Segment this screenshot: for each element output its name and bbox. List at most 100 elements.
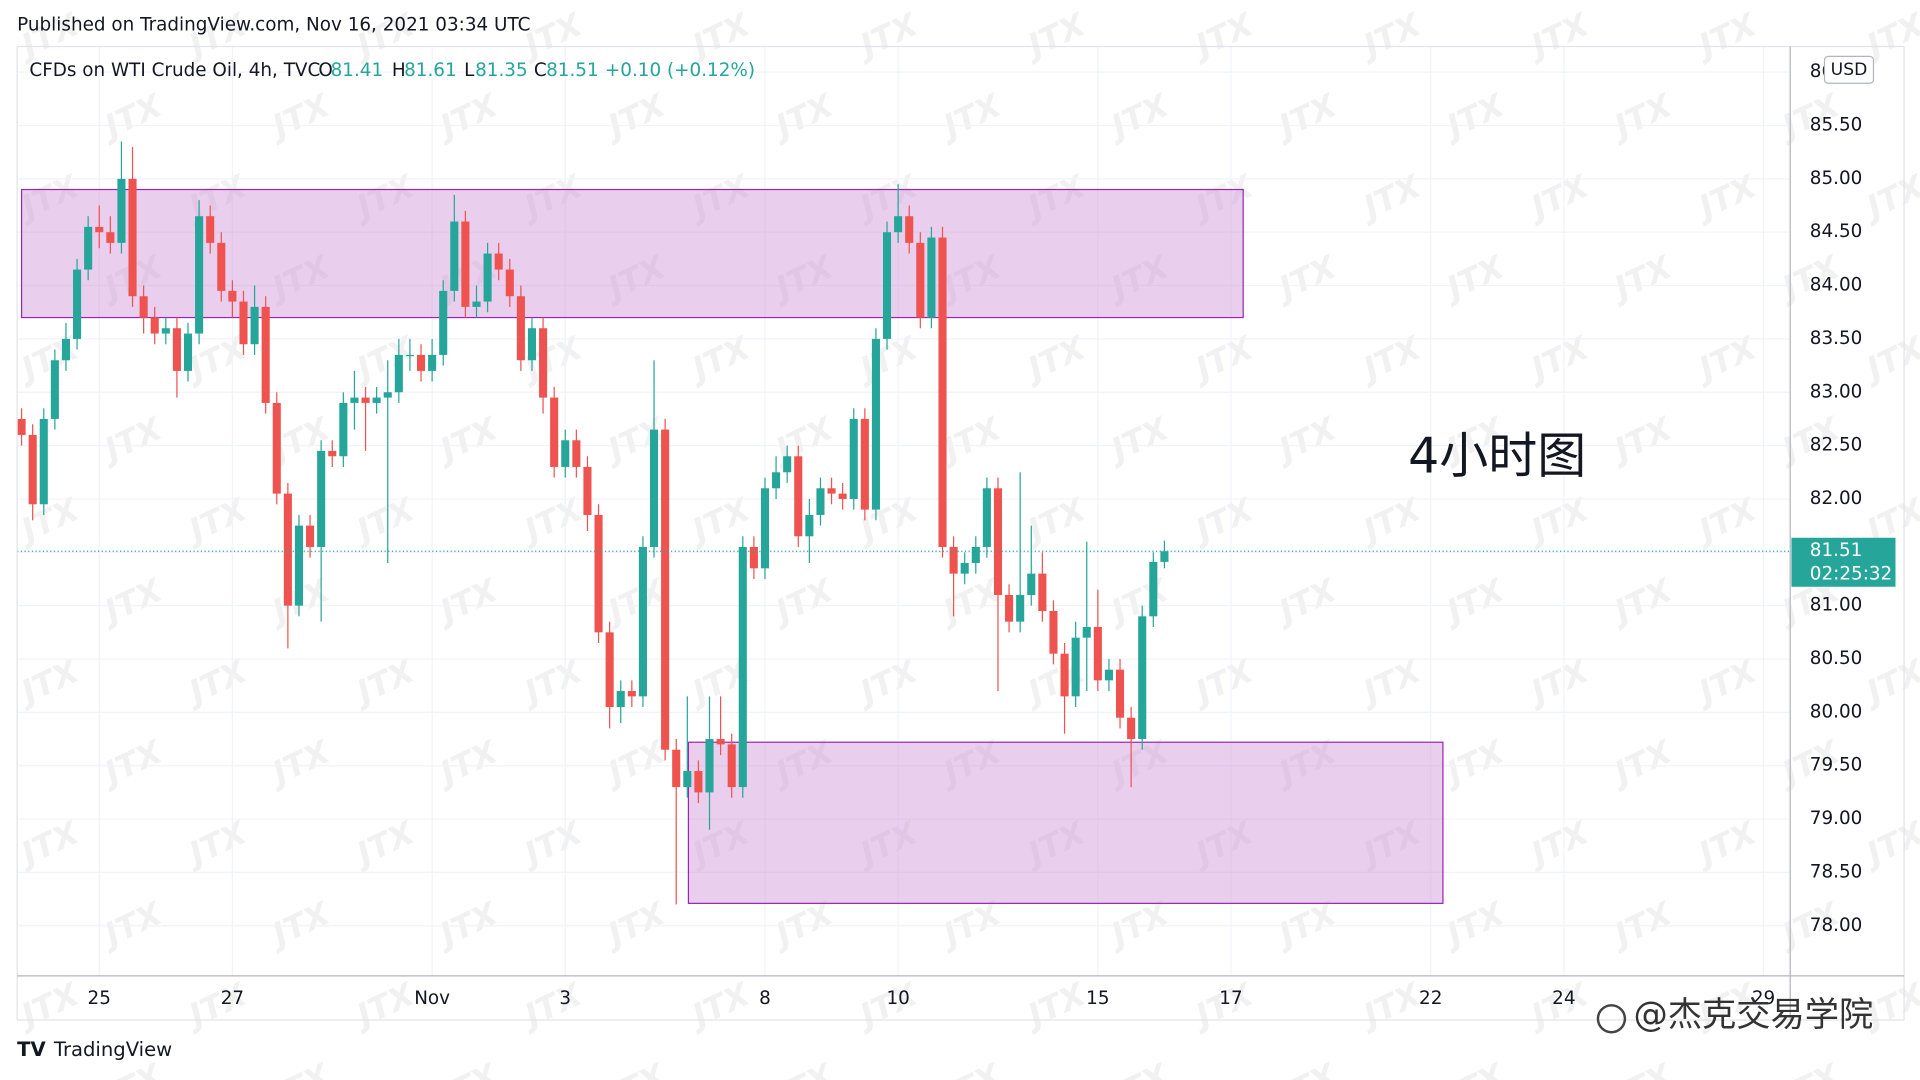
y-tick-label: 82.00 [1810, 488, 1863, 509]
watermark: JTX [178, 651, 253, 713]
candle-body [1138, 616, 1147, 740]
candle-body [472, 301, 481, 307]
candle-body [871, 338, 880, 510]
candle-body [17, 418, 26, 435]
candle-body [161, 328, 170, 334]
x-tick-label: 8 [759, 988, 771, 1009]
watermark: JTX [1771, 1055, 1846, 1080]
watermark: JTX [429, 1055, 504, 1080]
candle-body [749, 546, 758, 569]
watermark: JTX [1603, 1055, 1678, 1080]
candle-body [272, 402, 281, 494]
h-value: 81.61 [404, 60, 457, 81]
watermark: JTX [1688, 813, 1763, 875]
candle-body [938, 237, 947, 547]
x-tick-label: Nov [414, 988, 450, 1009]
candle-body [894, 216, 903, 233]
watermark: JTX [932, 86, 1007, 148]
candle-body [28, 434, 37, 505]
watermark: JTX [429, 409, 504, 471]
watermark: JTX [178, 813, 253, 875]
candle-body [583, 466, 592, 515]
watermark: JTX [1520, 166, 1595, 228]
candle-body [416, 354, 426, 371]
candle-body [882, 232, 892, 339]
watermark: JTX [1435, 732, 1510, 794]
watermark: JTX [681, 975, 756, 1037]
watermark: JTX [1352, 651, 1427, 713]
candle-body [1115, 669, 1125, 718]
watermark: JTX [513, 975, 588, 1037]
watermark: JTX [1688, 328, 1763, 390]
watermark: JTX [1100, 570, 1175, 632]
candle-body [461, 221, 470, 307]
y-tick-label: 78.50 [1810, 861, 1863, 882]
watermark: JTX [1855, 651, 1920, 713]
candle-body [1027, 573, 1036, 595]
candle-body [960, 562, 969, 574]
candle-body [1060, 653, 1069, 697]
watermark: JTX [1520, 651, 1595, 713]
x-tick-label: 17 [1219, 988, 1242, 1009]
currency: USD [1831, 60, 1868, 80]
candle-body [1016, 594, 1025, 622]
candle-body [772, 472, 781, 489]
y-tick-label: 85.50 [1810, 114, 1863, 135]
o-value: 81.41 [331, 60, 384, 81]
watermark: JTX [681, 5, 756, 67]
x-tick-label: 25 [88, 988, 111, 1009]
candle-body [661, 429, 670, 750]
candle-body [616, 691, 625, 708]
y-tick-label: 80.00 [1810, 701, 1863, 722]
candle-body [439, 290, 448, 355]
watermark: JTX [1017, 5, 1092, 67]
candle-body [505, 269, 514, 297]
currency-box [1823, 55, 1875, 84]
candle-body [672, 749, 681, 788]
last-price-label: 81.51 [1810, 540, 1863, 561]
candle-body [760, 488, 770, 569]
labels: 86.0085.5085.0084.5084.0083.5083.0082.50… [88, 61, 1896, 1009]
candle-body [838, 493, 847, 499]
watermark: JTX [764, 1055, 839, 1080]
candle-body [949, 546, 958, 574]
candle-body [61, 338, 71, 361]
candle-body [594, 514, 603, 633]
candle-body [294, 525, 304, 606]
candle-body [539, 328, 548, 398]
watermark: JTX [1520, 328, 1595, 390]
candle-body [1104, 669, 1113, 681]
y-tick-label: 78.00 [1810, 915, 1863, 936]
candle-body [1160, 551, 1169, 562]
candle-body [1127, 717, 1136, 740]
watermark: JTX [1184, 651, 1259, 713]
watermark: JTX [1603, 894, 1678, 956]
watermark: JTX [346, 813, 421, 875]
x-tick-label: 22 [1419, 988, 1442, 1009]
candle-body [905, 216, 914, 243]
watermark: JTX [261, 409, 336, 471]
candle-body [727, 744, 736, 788]
watermark: JTX [597, 1055, 672, 1080]
candle-body [738, 546, 747, 788]
watermark: JTX [1017, 651, 1092, 713]
watermark: JTX [1435, 894, 1510, 956]
watermark: JTX [1435, 247, 1510, 309]
watermark: JTX [1268, 247, 1343, 309]
candle-body [561, 440, 570, 467]
watermark: JTX [597, 732, 672, 794]
grid [17, 46, 1791, 976]
x-tick-label: 15 [1086, 988, 1109, 1009]
watermark: JTX [261, 732, 336, 794]
watermark: JTX [1100, 86, 1175, 148]
watermark: JTX [1688, 651, 1763, 713]
candle-body [1049, 610, 1058, 654]
candle-body [361, 397, 370, 403]
y-tick-label: 83.00 [1810, 381, 1863, 402]
candle-body [716, 739, 725, 745]
watermark: JTX [1268, 409, 1343, 471]
l-value: 81.35 [475, 60, 528, 81]
watermark: JTX [1100, 409, 1175, 471]
candle-body [383, 392, 392, 398]
watermark: JTX [1017, 328, 1092, 390]
